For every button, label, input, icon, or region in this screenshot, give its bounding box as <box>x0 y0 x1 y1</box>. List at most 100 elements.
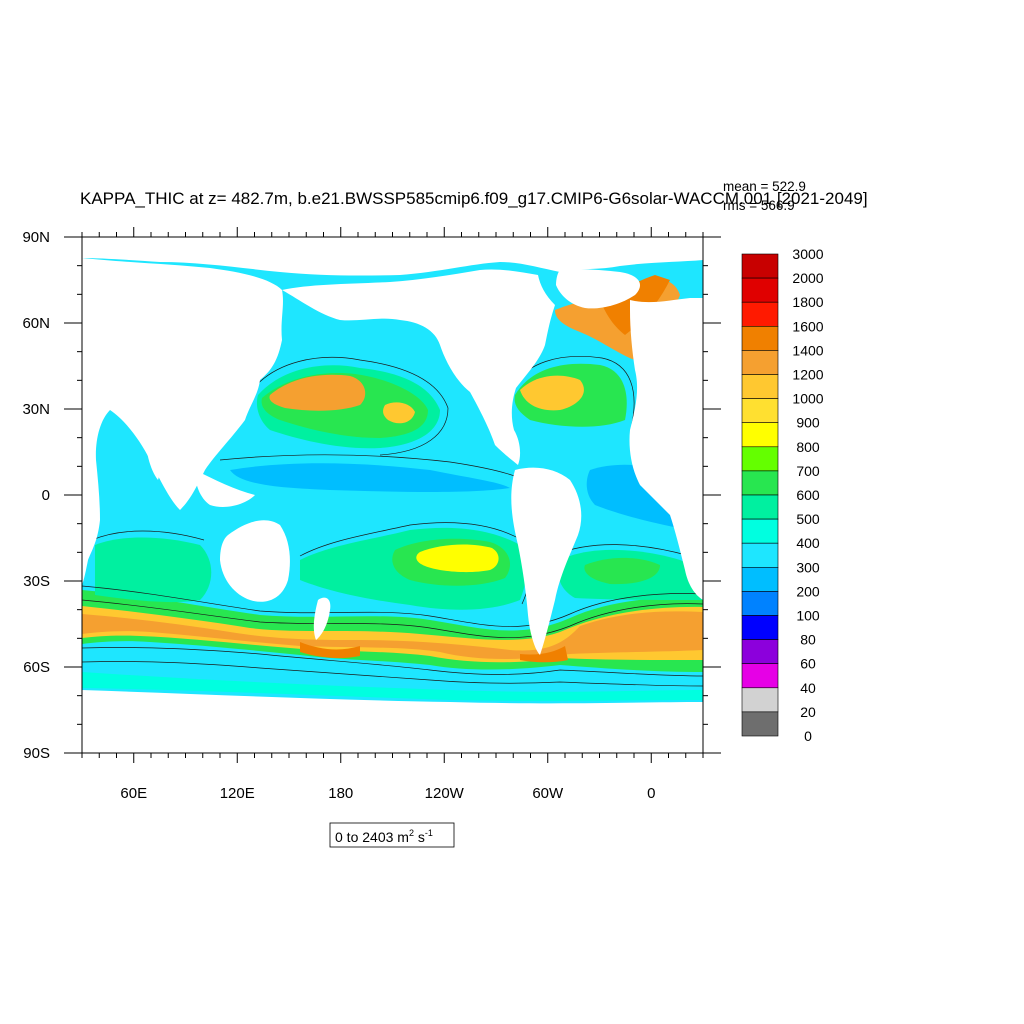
colorbar-label: 20 <box>800 704 816 720</box>
colorbar: 3000200018001600140012001000900800700600… <box>741 246 824 744</box>
maritime-continent <box>195 470 255 507</box>
colorbar-label: 0 <box>804 728 812 744</box>
colorbar-swatch <box>741 470 779 496</box>
kuroshio-1200 <box>269 374 366 411</box>
range-label-sup2: -1 <box>425 828 433 838</box>
range-box: 0 to 2403 m2 s-1 <box>329 822 455 848</box>
colorbar-swatch <box>741 518 779 544</box>
contour-line <box>82 661 703 687</box>
colorbar-swatch <box>741 374 779 399</box>
new-zealand <box>313 597 331 640</box>
colorbar-label: 3000 <box>792 246 823 262</box>
contour-line <box>251 357 449 456</box>
x-tick-label: 180 <box>328 785 353 802</box>
colorbar-label: 300 <box>796 559 820 575</box>
y-tick-label: 0 <box>42 487 50 504</box>
colorbar-label: 40 <box>800 680 816 696</box>
south-atlantic-gyre-core <box>584 557 660 585</box>
colorbar-label: 1200 <box>792 367 823 383</box>
colorbar-label: 700 <box>796 463 820 479</box>
colorbar-swatch <box>741 566 779 592</box>
colorbar-swatch <box>741 301 779 327</box>
y-axis-labels: 90N 60N 30N 0 30S 60S 90S <box>22 229 50 762</box>
map-title: KAPPA_THIC at z= 482.7m, b.e21.BWSSP585c… <box>80 189 868 208</box>
colorbar-label: 400 <box>796 535 820 551</box>
antarctic-margin-band <box>82 672 703 701</box>
ocean-field-features <box>82 275 703 701</box>
colorbar-swatch <box>741 277 779 303</box>
y-tick-label: 60N <box>22 315 50 332</box>
south-pacific-gyre-max <box>416 544 499 573</box>
colorbar-label: 2000 <box>792 270 823 286</box>
y-tick-label: 90N <box>22 229 50 246</box>
contour-line <box>82 647 703 677</box>
colorbar-label: 1400 <box>792 342 823 358</box>
colorbar-swatch <box>741 711 779 737</box>
north-america <box>282 269 555 465</box>
colorbar-label: 100 <box>796 608 820 624</box>
axis-ticks <box>64 227 721 763</box>
colorbar-swatch <box>741 687 779 713</box>
x-tick-label: 60E <box>120 785 147 802</box>
colorbar-label: 1000 <box>792 391 823 407</box>
indian-peninsula <box>145 420 162 480</box>
contour-line <box>91 530 205 541</box>
indian-ocean-gyre <box>95 537 212 603</box>
colorbar-label: 80 <box>800 632 816 648</box>
range-label-mid: s <box>414 829 425 845</box>
contour-line <box>219 454 521 479</box>
y-tick-label: 90S <box>23 745 50 762</box>
y-tick-label: 30N <box>22 401 50 418</box>
colorbar-swatch <box>741 542 779 568</box>
colorbar-swatch <box>741 639 779 664</box>
stat-rms: rms = 566.9 <box>723 198 795 213</box>
colorbar-swatch <box>741 398 779 424</box>
colorbar-swatch <box>741 422 779 448</box>
x-tick-label: 120W <box>425 785 465 802</box>
map-field <box>82 237 703 753</box>
colorbar-swatch <box>741 615 779 640</box>
contour-line <box>82 599 703 639</box>
land-masses <box>82 237 703 753</box>
colorbar-label: 200 <box>796 583 820 599</box>
colorbar-swatch <box>741 446 779 472</box>
x-axis-labels: 60E 120E 180 120W 60W 0 <box>120 785 655 802</box>
contour-line <box>82 585 703 627</box>
north-pacific-secondary <box>383 402 415 424</box>
range-label-prefix: 0 to 2403 m <box>335 829 409 845</box>
colorbar-swatch <box>741 663 779 689</box>
colorbar-swatch <box>741 494 779 520</box>
colorbar-label: 1800 <box>792 294 823 310</box>
europe-africa-east <box>629 298 703 600</box>
x-tick-label: 60W <box>532 785 564 802</box>
colorbar-swatch <box>741 591 779 616</box>
y-tick-label: 60S <box>23 659 50 676</box>
y-tick-label: 30S <box>23 573 50 590</box>
eurasia-africa <box>82 258 283 585</box>
colorbar-label: 60 <box>800 656 816 672</box>
colorbar-label: 1600 <box>792 318 823 334</box>
arctic-land <box>82 237 703 276</box>
south-america <box>511 467 582 655</box>
antarctica <box>82 690 703 753</box>
range-box-frame <box>329 822 455 848</box>
x-tick-label: 0 <box>647 785 655 802</box>
greenland <box>556 269 640 309</box>
colorbar-label: 900 <box>796 415 820 431</box>
colorbar-label: 800 <box>796 439 820 455</box>
range-label-sup1: 2 <box>409 828 414 838</box>
acc-core-1600 <box>300 642 568 663</box>
gulf-stream-core <box>520 375 584 411</box>
acc-band-1400 <box>82 611 703 659</box>
australia <box>220 520 290 602</box>
x-tick-label: 120E <box>220 785 255 802</box>
stat-mean: mean = 522.9 <box>723 179 806 194</box>
colorbar-label: 500 <box>796 511 820 527</box>
colorbar-swatch <box>741 350 779 375</box>
colorbar-label: 600 <box>796 487 820 503</box>
range-label: 0 to 2403 m2 s-1 <box>335 828 433 845</box>
tropical-pacific-low <box>230 463 510 492</box>
colorbar-swatch <box>741 325 779 351</box>
colorbar-swatch <box>741 253 779 279</box>
